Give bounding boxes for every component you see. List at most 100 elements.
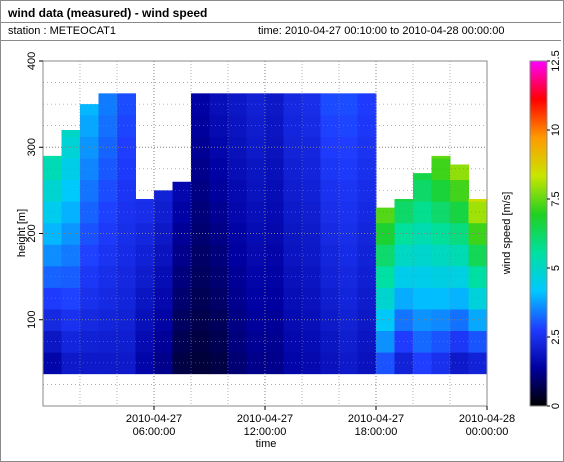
heatmap-cell	[339, 136, 358, 159]
heatmap-cell	[413, 201, 432, 224]
heatmap-cell	[413, 330, 432, 353]
heatmap-cell	[80, 179, 99, 202]
heatmap-cell	[413, 352, 432, 375]
title-bar: wind data (measured) - wind speed	[1, 1, 561, 23]
heatmap-cell	[339, 93, 358, 116]
heatmap-cell	[228, 179, 247, 202]
heatmap-cell	[80, 158, 99, 181]
colorbar-tick-label: 7.5	[550, 191, 562, 206]
heatmap-cell	[117, 265, 136, 288]
heatmap-cell	[468, 352, 488, 375]
heatmap-cell	[209, 308, 229, 332]
heatmap-cell	[320, 136, 340, 159]
heatmap-cell	[376, 352, 395, 375]
heatmap-cell	[43, 179, 62, 202]
heatmap-cell	[283, 179, 303, 202]
heatmap-cell	[43, 352, 62, 375]
heatmap-cell	[43, 158, 62, 181]
heatmap-cell	[376, 265, 395, 288]
x-tick-date-label: 2010-04-27	[237, 413, 293, 425]
heatmap-cell	[191, 93, 210, 116]
heatmap-cell	[80, 330, 99, 353]
heatmap-cell	[135, 199, 155, 202]
heatmap-cell	[283, 244, 303, 267]
heatmap-cell	[431, 330, 451, 353]
colorbar-tick-label: 2.5	[550, 329, 562, 344]
heatmap-cell	[320, 287, 340, 310]
x-tick-time-label: 18:00:00	[355, 426, 398, 438]
heatmap-cell	[376, 207, 395, 224]
heatmap-cell	[431, 287, 451, 310]
heatmap-cell	[283, 287, 303, 310]
heatmap-cell	[43, 155, 62, 159]
heatmap-cell	[431, 308, 451, 332]
heatmap-cell	[468, 287, 488, 310]
heatmap-cell	[43, 244, 62, 267]
heatmap-cell	[80, 136, 99, 159]
heatmap-cell	[431, 155, 451, 159]
heatmap-cell	[320, 244, 340, 267]
heatmap-cell	[191, 201, 210, 224]
heatmap-cell	[191, 136, 210, 159]
heatmap-cell	[283, 330, 303, 353]
heatmap-cell	[450, 164, 469, 181]
heatmap-cell	[228, 352, 247, 375]
heatmap-cell	[468, 199, 488, 202]
station-label: station : METEOCAT1	[8, 25, 116, 37]
heatmap-cell	[339, 222, 358, 245]
heatmap-cell	[265, 244, 284, 267]
colorbar	[529, 60, 548, 407]
heatmap-cell	[117, 136, 136, 159]
heatmap-cell	[302, 222, 321, 245]
heatmap-cell	[191, 158, 210, 181]
heatmap-cell	[98, 136, 118, 159]
heatmap-cell	[191, 179, 210, 202]
heatmap-cell	[320, 352, 340, 375]
heatmap-cell	[283, 201, 303, 224]
heatmap-cell	[431, 244, 451, 267]
heatmap-cell	[172, 201, 192, 224]
heatmap-cell	[117, 179, 136, 202]
heatmap-cell	[339, 179, 358, 202]
heatmap-cell	[283, 93, 303, 116]
heatmap-cell	[80, 287, 99, 310]
heatmap-cell	[43, 330, 62, 353]
heatmap-cell	[265, 330, 284, 353]
heatmap-cell	[265, 265, 284, 288]
heatmap-cell	[117, 244, 136, 267]
heatmap-cell	[265, 352, 284, 375]
heatmap-cell	[191, 308, 210, 332]
heatmap-cell	[320, 201, 340, 224]
colorbar-label: wind speed [m/s]	[501, 192, 513, 276]
heatmap-cell	[80, 265, 99, 288]
heatmap-cell	[376, 287, 395, 310]
heatmap-cell	[61, 130, 81, 137]
heatmap-cell	[135, 287, 155, 310]
heatmap-cell	[265, 201, 284, 224]
x-axis-label: time	[256, 438, 277, 450]
heatmap-cell	[117, 287, 136, 310]
heatmap-cell	[413, 287, 432, 310]
heatmap-cell	[228, 287, 247, 310]
heatmap-cell	[209, 136, 229, 159]
heatmap-cell	[172, 265, 192, 288]
heatmap-cell	[468, 265, 488, 288]
y-tick-label: 300	[26, 138, 38, 156]
heatmap-cell	[302, 136, 321, 159]
heatmap-cell	[80, 104, 99, 116]
heatmap-cell	[191, 222, 210, 245]
heatmap-cell	[80, 352, 99, 375]
heatmap-cell	[320, 179, 340, 202]
y-tick-label: 100	[26, 311, 38, 329]
heatmap-cell	[43, 287, 62, 310]
heatmap-cell	[117, 352, 136, 375]
heatmap-cell	[98, 222, 118, 245]
heatmap-cell	[209, 222, 229, 245]
x-tick-time-label: 06:00:00	[133, 426, 176, 438]
colorbar-tick-label: 0	[550, 403, 562, 409]
heatmap-cell	[117, 158, 136, 181]
heatmap-cell	[135, 244, 155, 267]
heatmap-cell	[413, 179, 432, 202]
heatmap-cell	[265, 93, 284, 116]
